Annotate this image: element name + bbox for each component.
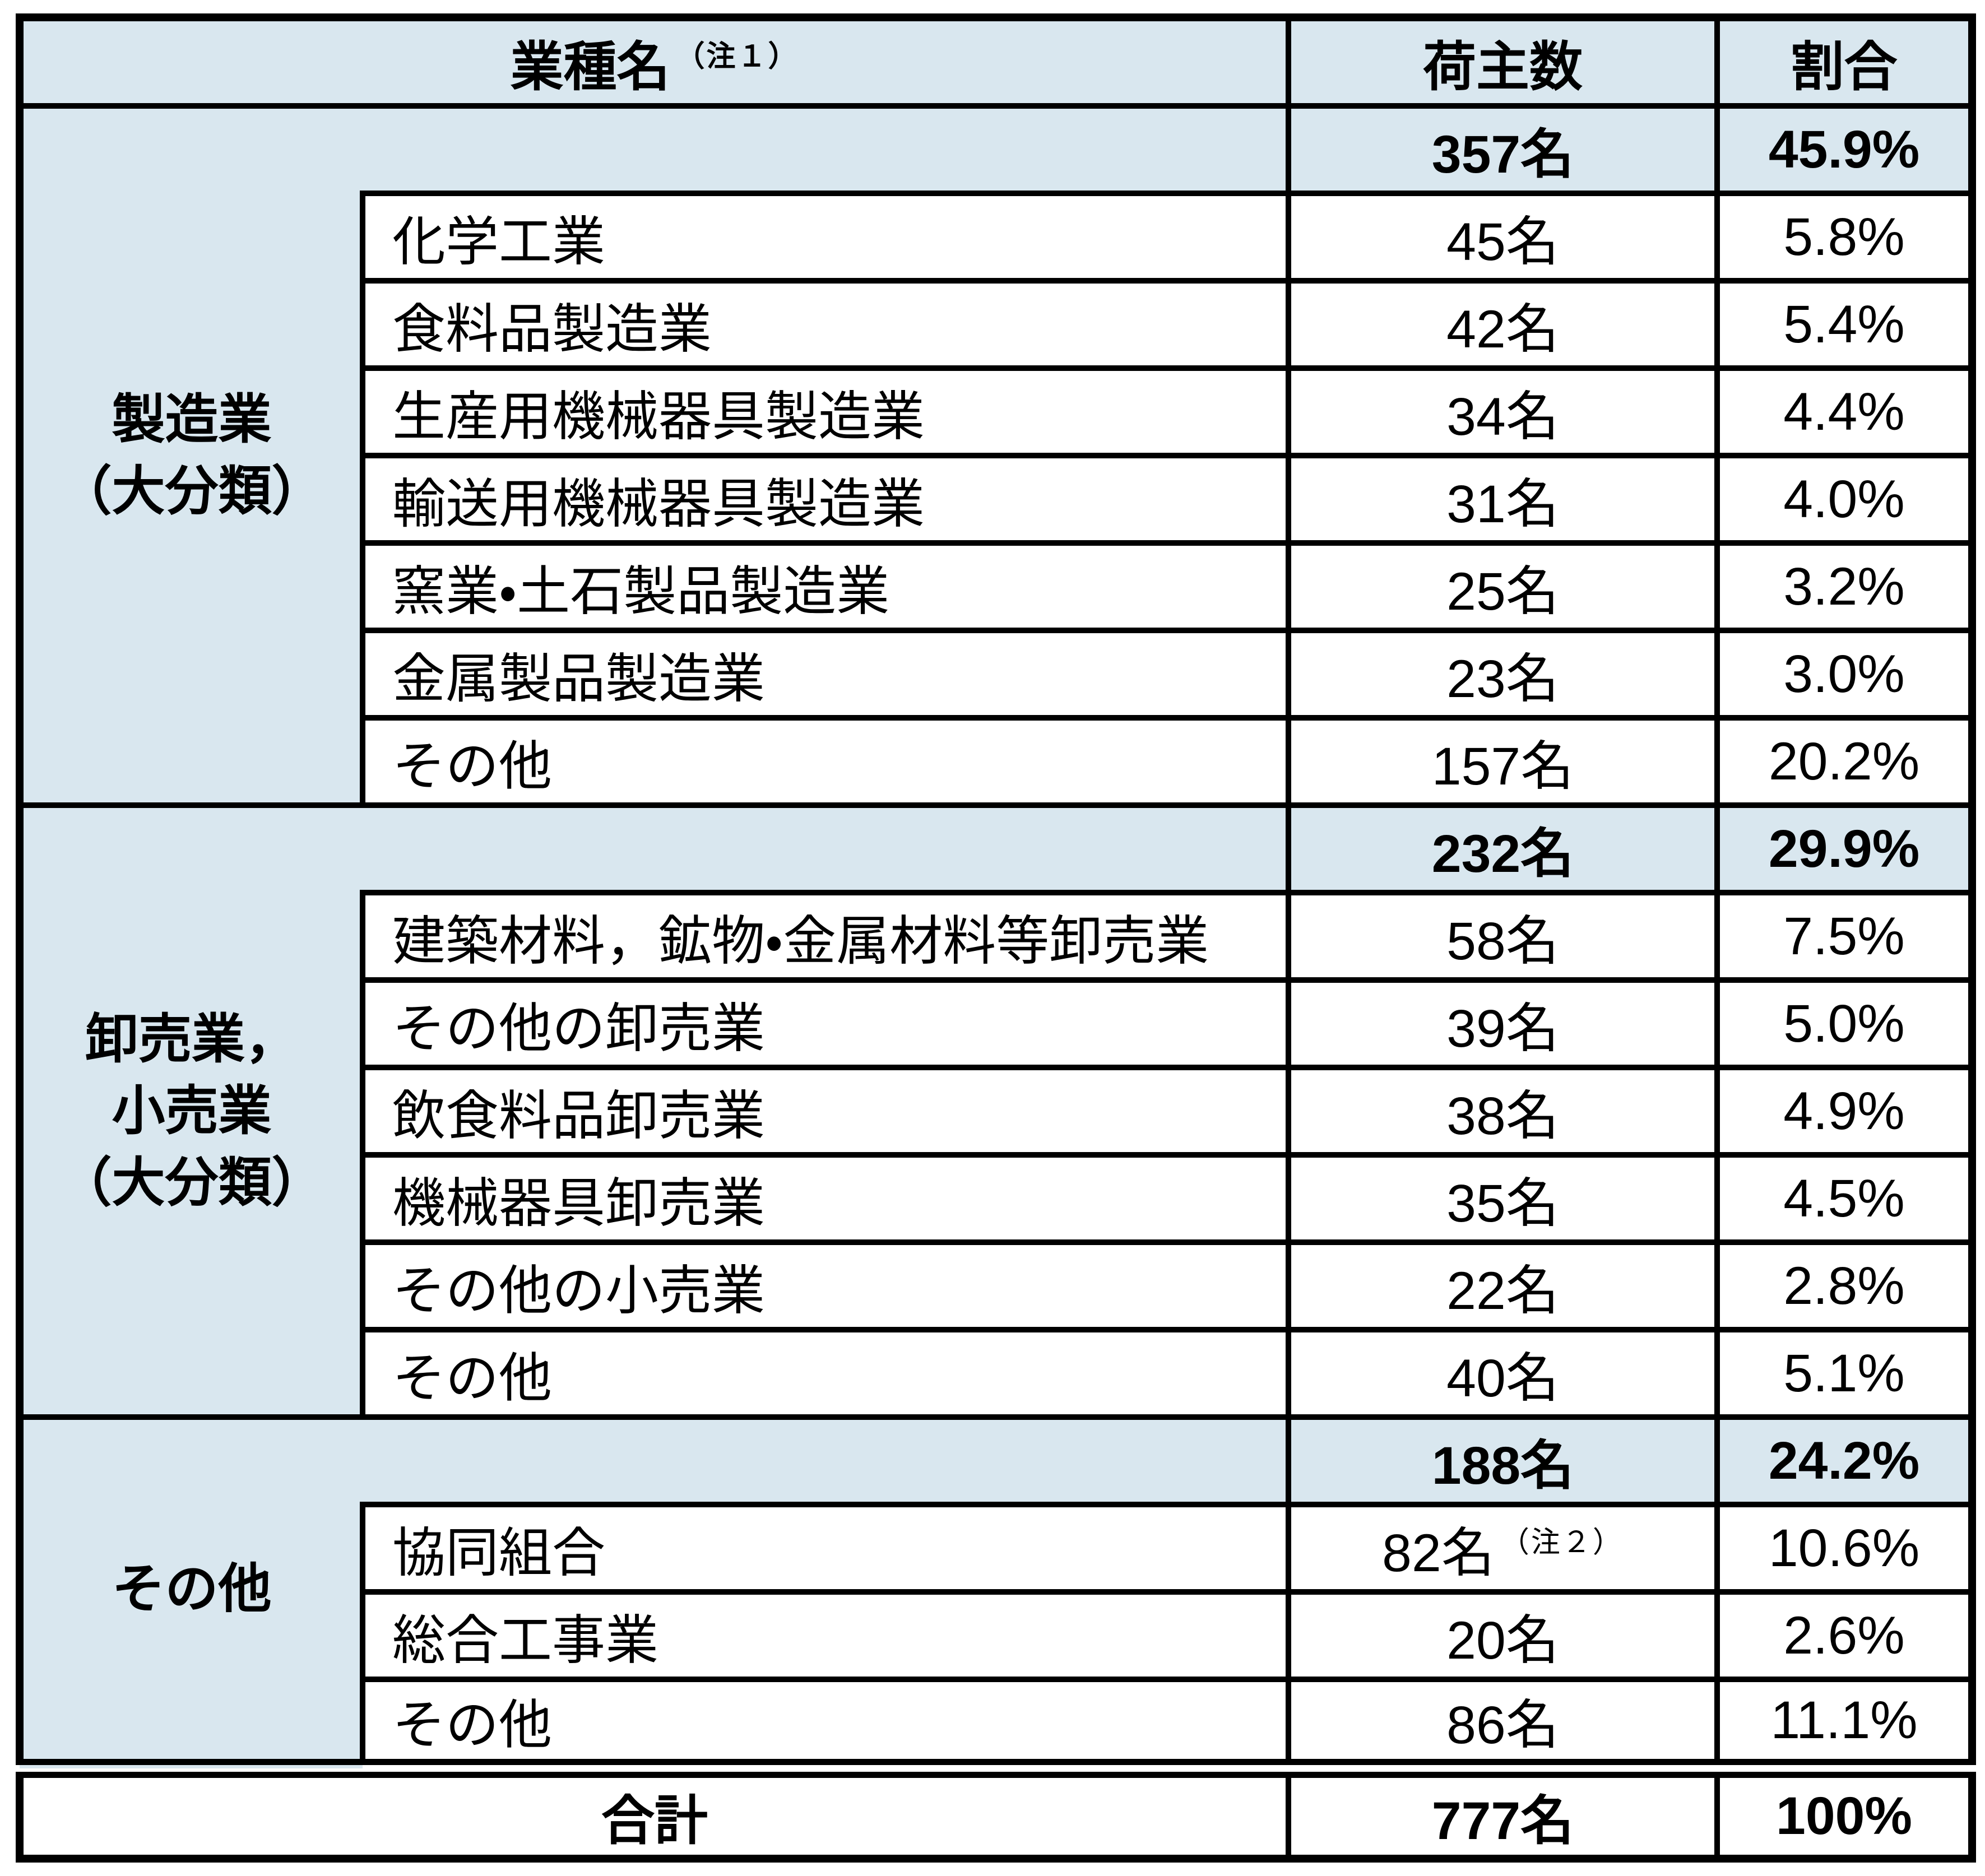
group-label-manufacturing: 製造業 （大分類）: [17, 103, 363, 808]
shippers-cell: 232名: [1286, 802, 1720, 895]
share-cell: 4.4%: [1714, 365, 1975, 458]
share-cell: 10.6%: [1714, 1502, 1975, 1595]
shippers-cell: 22名: [1286, 1239, 1720, 1332]
table-row: 輸送用機械器具製造業 31名 4.0%: [20, 453, 1975, 546]
share-cell: 11.1%: [1714, 1677, 1975, 1771]
share-cell: 24.2%: [1714, 1414, 1975, 1507]
table-row: 総合工事業 20名 2.6%: [20, 1589, 1975, 1682]
group-summary-row-manufacturing: 製造業 （大分類） 357名 45.9%: [17, 103, 1975, 808]
shippers-value: 82名: [1382, 1523, 1495, 1583]
shippers-cell: 38名: [1286, 1065, 1720, 1158]
note2-marker: （注２）: [1500, 1526, 1624, 1559]
industry-cell: 総合工事業: [360, 1589, 1291, 1682]
industry-cell: 協同組合: [360, 1502, 1291, 1595]
shippers-cell: 82名 （注２）: [1286, 1502, 1720, 1595]
group-summary-row-wholesale-retail: 卸売業， 小売業 （大分類） 232名 29.9%: [17, 802, 1975, 1420]
shippers-cell: 23名: [1286, 628, 1720, 721]
industry-cell: 化学工業: [360, 191, 1291, 284]
table-row: 飲食料品卸売業 38名 4.9%: [20, 1065, 1975, 1158]
shippers-cell: 39名: [1286, 977, 1720, 1070]
shippers-cell: 157名: [1286, 715, 1720, 808]
industry-cell: 窯業・土石製品製造業: [360, 540, 1291, 633]
shippers-column-header: 荷主数: [1286, 15, 1720, 109]
industry-cell: 輸送用機械器具製造業: [360, 453, 1291, 546]
industry-cell: 金属製品製造業: [360, 628, 1291, 721]
table-row: その他の卸売業 39名 5.0%: [20, 977, 1975, 1070]
shippers-by-industry-table: 業種名 （注１） 荷主数 割合 製造業 （大分類） 357名 45.9% 化学工業…: [16, 13, 1976, 1863]
group-summary-spacer: [363, 1414, 1291, 1507]
shippers-cell: 42名: [1286, 278, 1720, 371]
share-cell: 7.5%: [1714, 890, 1975, 983]
share-cell: 29.9%: [1714, 802, 1975, 895]
share-cell: 5.4%: [1714, 278, 1975, 371]
table-row: 窯業・土石製品製造業 25名 3.2%: [20, 540, 1975, 633]
group-summary-spacer: [363, 103, 1291, 196]
industry-cell: 食料品製造業: [360, 278, 1291, 371]
share-cell: 5.1%: [1714, 1327, 1975, 1420]
share-cell: 5.0%: [1714, 977, 1975, 1070]
shippers-cell: 35名: [1286, 1152, 1720, 1245]
table-header-row: 業種名 （注１） 荷主数 割合: [17, 15, 1975, 109]
share-cell: 4.5%: [1714, 1152, 1975, 1245]
industry-cell: 建築材料，鉱物・金属材料等卸売業: [360, 890, 1291, 983]
shippers-cell: 86名: [1286, 1677, 1720, 1771]
total-share-cell: 100%: [1714, 1759, 1975, 1861]
industry-cell: その他の卸売業: [360, 977, 1291, 1070]
table-row: その他 86名 11.1%: [20, 1677, 1975, 1771]
table-row: 生産用機械器具製造業 34名 4.4%: [20, 365, 1975, 458]
industry-cell: 飲食料品卸売業: [360, 1065, 1291, 1158]
group-label-wholesale-retail: 卸売業， 小売業 （大分類）: [17, 802, 363, 1420]
table-row: その他 157名 20.2%: [20, 715, 1975, 808]
shippers-cell: 34名: [1286, 365, 1720, 458]
shippers-cell: 20名: [1286, 1589, 1720, 1682]
industry-cell: その他の小売業: [360, 1239, 1291, 1332]
shippers-cell: 58名: [1286, 890, 1720, 983]
total-shippers-cell: 777名: [1286, 1759, 1720, 1861]
share-cell: 5.8%: [1714, 191, 1975, 284]
table-row: 機械器具卸売業 35名 4.5%: [20, 1152, 1975, 1245]
table-row: 化学工業 45名 5.8%: [20, 191, 1975, 284]
group-summary-row-other: その他 188名 24.2%: [17, 1414, 1975, 1771]
table-row: 協同組合 82名 （注２） 10.6%: [20, 1502, 1975, 1595]
industry-column-header: 業種名 （注１）: [17, 15, 1291, 109]
industry-header-label: 業種名: [510, 37, 670, 97]
table-row: その他 40名 5.1%: [20, 1327, 1975, 1420]
share-cell: 2.6%: [1714, 1589, 1975, 1682]
industry-cell: その他: [360, 1327, 1291, 1420]
group-label-other: その他: [17, 1414, 363, 1771]
share-cell: 2.8%: [1714, 1239, 1975, 1332]
shippers-cell: 45名: [1286, 191, 1720, 284]
shippers-cell: 188名: [1286, 1414, 1720, 1507]
industry-cell: その他: [360, 715, 1291, 808]
shippers-cell: 40名: [1286, 1327, 1720, 1420]
shippers-cell: 357名: [1286, 103, 1720, 196]
share-cell: 20.2%: [1714, 715, 1975, 808]
industry-cell: 機械器具卸売業: [360, 1152, 1291, 1245]
share-cell: 3.0%: [1714, 628, 1975, 721]
table-row: 食料品製造業 42名 5.4%: [20, 278, 1975, 371]
shippers-cell: 25名: [1286, 540, 1720, 633]
share-cell: 4.9%: [1714, 1065, 1975, 1158]
total-row: 合計 777名 100%: [17, 1759, 1975, 1861]
shippers-cell: 31名: [1286, 453, 1720, 546]
note1-marker: （注１）: [675, 40, 799, 73]
group-summary-spacer: [363, 802, 1291, 895]
share-cell: 45.9%: [1714, 103, 1975, 196]
total-label: 合計: [17, 1759, 1291, 1861]
table-row: その他の小売業 22名 2.8%: [20, 1239, 1975, 1332]
table-row: 建築材料，鉱物・金属材料等卸売業 58名 7.5%: [20, 890, 1975, 983]
table-row: 金属製品製造業 23名 3.0%: [20, 628, 1975, 721]
industry-cell: その他: [360, 1677, 1291, 1771]
share-cell: 4.0%: [1714, 453, 1975, 546]
industry-cell: 生産用機械器具製造業: [360, 365, 1291, 458]
share-column-header: 割合: [1714, 15, 1975, 109]
share-cell: 3.2%: [1714, 540, 1975, 633]
